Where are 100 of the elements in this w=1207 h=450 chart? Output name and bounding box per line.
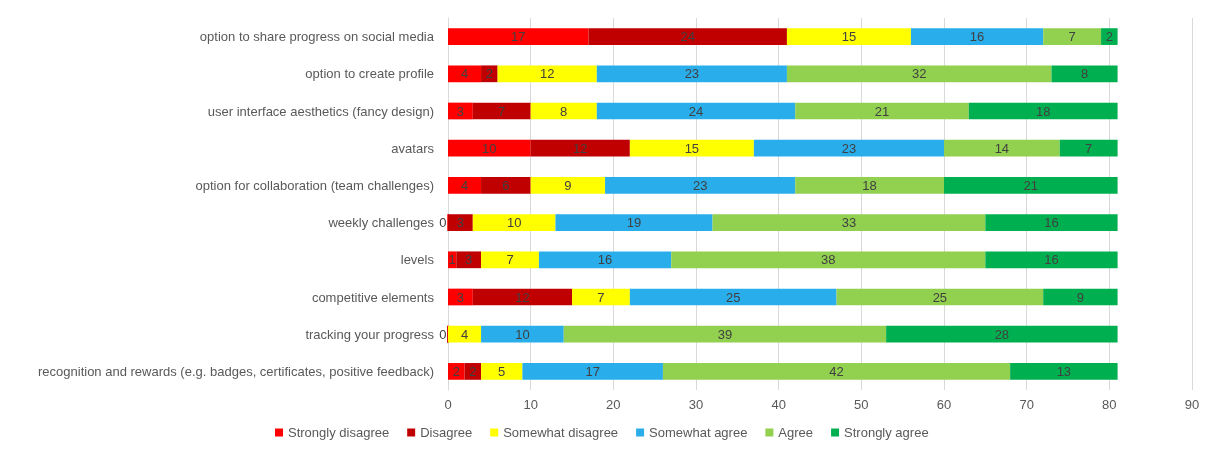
data-label: 4	[460, 66, 469, 82]
data-label: 6	[502, 177, 510, 193]
bar	[910, 28, 1044, 45]
bar	[712, 214, 986, 231]
bar	[472, 288, 572, 306]
bar	[944, 177, 1118, 194]
y-tick-label: tracking your progress	[305, 326, 435, 342]
y-tick-label: weekly challenges	[327, 215, 435, 231]
data-label: 21	[874, 103, 890, 119]
data-label: 10	[482, 140, 497, 156]
data-label: 24	[688, 103, 704, 119]
bar	[481, 325, 564, 343]
bar	[530, 177, 606, 194]
bar	[786, 28, 911, 45]
data-label: 12	[573, 140, 588, 156]
bar	[448, 214, 473, 231]
data-label: 18	[1035, 103, 1051, 119]
data-label: 4	[460, 326, 469, 342]
data-label: 38	[821, 252, 836, 268]
bar	[472, 214, 556, 231]
bar	[522, 363, 663, 380]
data-label: 21	[1023, 177, 1039, 193]
data-label: 10	[515, 326, 530, 342]
bar	[563, 325, 887, 343]
data-label: 19	[626, 215, 642, 231]
data-label: 15	[684, 140, 700, 156]
data-label: 16	[1044, 215, 1059, 231]
data-label: 42	[829, 363, 844, 379]
bar	[795, 102, 969, 120]
bar	[629, 139, 754, 157]
data-label: 16	[1044, 252, 1059, 268]
data-label: 8	[560, 103, 568, 119]
bar	[671, 251, 986, 269]
x-tick-label: 80	[1102, 397, 1117, 412]
bar	[448, 177, 482, 194]
bar	[1010, 363, 1118, 380]
data-label: 3	[456, 215, 465, 231]
x-tick-label: 60	[936, 397, 952, 412]
data-label: 12	[539, 66, 555, 82]
bar	[596, 102, 796, 120]
bar	[530, 139, 630, 157]
bar	[481, 363, 523, 380]
bar	[753, 139, 944, 157]
x-tick-label: 90	[1184, 397, 1200, 412]
bar	[448, 65, 482, 83]
bar	[572, 288, 630, 306]
x-tick-label: 70	[1019, 397, 1034, 412]
legend-label: Disagree	[420, 425, 473, 440]
x-tick-label: 0	[444, 397, 452, 412]
data-label: 3	[456, 289, 465, 305]
data-label: 39	[717, 326, 733, 342]
bar	[662, 363, 1011, 380]
data-label: 18	[862, 177, 877, 193]
x-tick-label: 30	[688, 397, 704, 412]
data-label: 17	[511, 29, 526, 45]
y-tick-label: recognition and rewards (e.g. badges, certificates, positive feedback)	[38, 363, 434, 379]
data-label: 13	[1056, 363, 1072, 379]
bar	[448, 28, 589, 45]
bar	[588, 28, 787, 45]
data-label: 32	[911, 66, 927, 82]
bar	[836, 288, 1044, 306]
y-tick-label: avatars	[391, 140, 435, 156]
data-label: 23	[841, 140, 857, 156]
bar	[530, 102, 597, 120]
data-label: 25	[932, 289, 948, 305]
y-tick-label: option to create profile	[305, 66, 434, 82]
bar	[786, 65, 1052, 83]
data-label: 3	[465, 252, 473, 268]
bar	[795, 177, 944, 194]
data-label: 2	[469, 363, 477, 379]
bar	[985, 214, 1118, 231]
bar	[448, 363, 465, 380]
y-tick-label: levels	[400, 252, 435, 268]
legend-label: Somewhat agree	[649, 425, 748, 440]
x-tick-label: 50	[854, 397, 869, 412]
data-label: 16	[969, 29, 985, 45]
bar	[1059, 139, 1118, 157]
data-label: 7	[597, 289, 605, 305]
data-label: 0	[439, 215, 447, 231]
bar	[538, 251, 672, 269]
data-label: 33	[841, 215, 857, 231]
data-label: 15	[841, 29, 857, 45]
y-tick-label: competitive elements	[311, 289, 435, 305]
data-label: 7	[498, 103, 506, 119]
bar	[555, 214, 713, 231]
data-label: 4	[460, 177, 469, 193]
bar	[456, 251, 482, 269]
legend-label: Strongly agree	[844, 425, 929, 440]
bar	[481, 65, 498, 83]
data-label: 25	[725, 289, 741, 305]
data-label: 23	[684, 66, 700, 82]
y-tick-label: option for collaboration (team challenges)	[195, 177, 434, 193]
data-label: 2	[452, 363, 460, 379]
data-label: 7	[1085, 140, 1093, 156]
data-label: 9	[1076, 289, 1085, 305]
bar	[1043, 288, 1118, 306]
data-label: 9	[564, 177, 572, 193]
x-tick-label: 10	[523, 397, 538, 412]
bar	[481, 251, 539, 269]
data-label: 10	[506, 215, 522, 231]
